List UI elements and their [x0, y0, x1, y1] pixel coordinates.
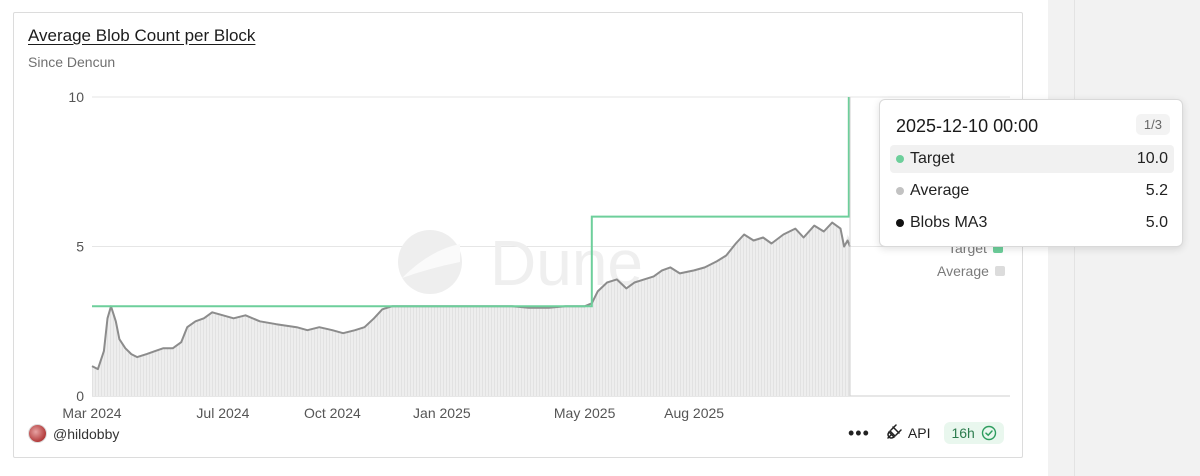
plug-icon [887, 424, 902, 439]
footer-actions: ••• API 16h [848, 422, 1004, 444]
y-tick-label: 10 [68, 89, 84, 105]
y-tick-label: 0 [76, 388, 84, 404]
x-tick-label: Mar 2024 [62, 405, 121, 421]
tooltip-series-label: Average [910, 182, 970, 199]
series-target-line [92, 97, 850, 308]
author-username: @hildobby [53, 425, 120, 442]
x-tick-label: May 2025 [554, 405, 616, 421]
chart-title[interactable]: Average Blob Count per Block [28, 26, 256, 45]
x-tick-label: Oct 2024 [304, 405, 361, 421]
tooltip-series-label: Blobs MA3 [910, 214, 988, 231]
legend-item-average[interactable]: Average [937, 263, 1005, 279]
tooltip-series-value: 5.0 [1145, 214, 1168, 231]
check-badge-icon [981, 425, 997, 441]
legend-label: Average [937, 263, 989, 279]
x-tick-label: Jul 2024 [196, 405, 249, 421]
api-label: API [907, 425, 931, 441]
api-button[interactable]: API [884, 424, 931, 442]
y-axis-ticks: 0 5 10 [68, 89, 84, 404]
tooltip-row-average: Average 5.2 [890, 177, 1174, 205]
x-axis-ticks: Mar 2024 Jul 2024 Oct 2024 Jan 2025 May 2025… [62, 405, 724, 421]
series-dot [896, 187, 904, 195]
more-options-button[interactable]: ••• [848, 423, 870, 443]
refresh-age: 16h [951, 425, 975, 441]
chart-subtitle: Since Dencun [28, 54, 116, 70]
legend-swatch [994, 266, 1005, 276]
tooltip-row-blobs-ma3: Blobs MA3 5.0 [890, 209, 1174, 237]
refresh-badge[interactable]: 16h [944, 422, 1004, 444]
avatar [28, 424, 47, 443]
tooltip-row-target: Target 10.0 [890, 145, 1174, 173]
tooltip-series-value: 10.0 [1136, 150, 1168, 167]
author[interactable]: @hildobby [28, 424, 119, 443]
tooltip-page-indicator[interactable]: 1/3 [1135, 114, 1170, 135]
tooltip-series-value: 5.2 [1145, 182, 1168, 199]
y-tick-label: 5 [76, 239, 84, 255]
x-tick-label: Aug 2025 [664, 405, 724, 421]
tooltip-date: 2025-12-10 00:00 [896, 116, 1039, 136]
series-dot [896, 219, 904, 227]
chart-tooltip: 2025-12-10 00:00 1/3 Target 10.0 Average… [879, 99, 1183, 247]
tooltip-series-label: Target [910, 150, 955, 167]
x-tick-label: Jan 2025 [413, 405, 471, 421]
area-layer [92, 222, 850, 396]
series-average-area [92, 222, 850, 396]
line-layer [91, 97, 851, 396]
dune-logo-swoosh [402, 244, 460, 278]
legend-swatch [992, 243, 1003, 253]
series-dot [896, 155, 904, 163]
